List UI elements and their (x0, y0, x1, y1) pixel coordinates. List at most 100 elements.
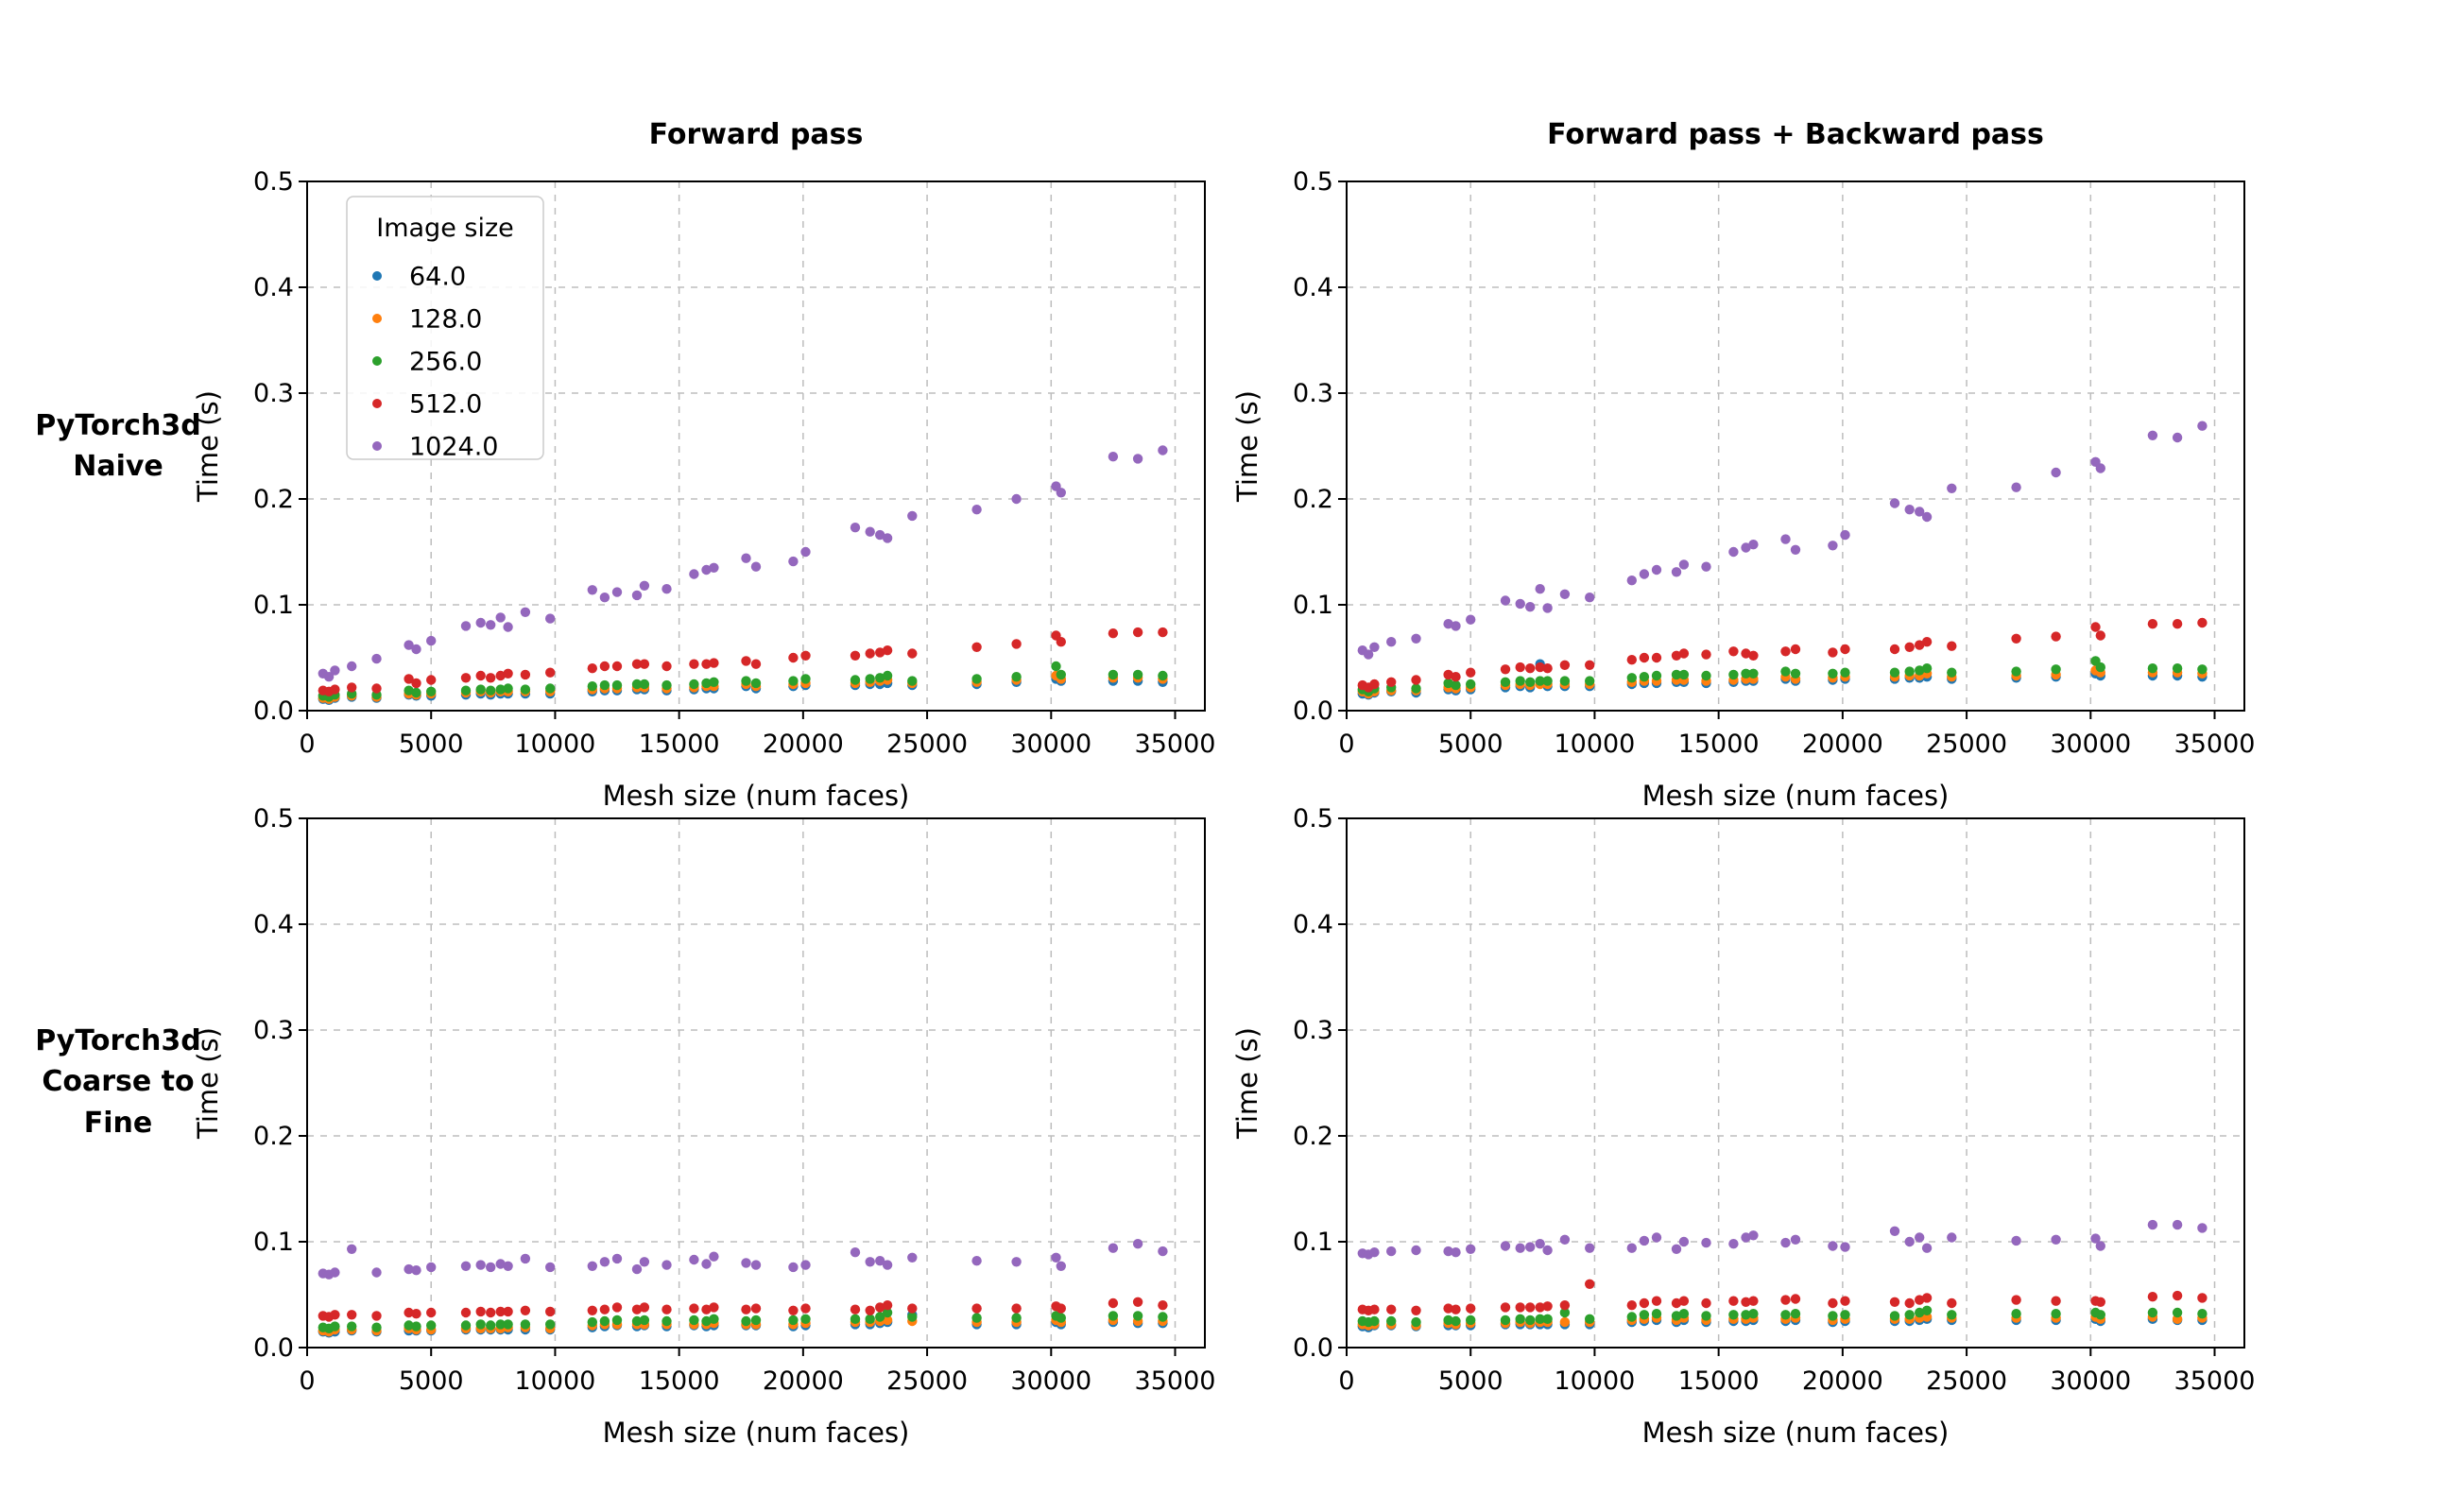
svg-text:0: 0 (299, 1366, 315, 1396)
svg-text:0.3: 0.3 (253, 379, 294, 408)
svg-text:0.4: 0.4 (253, 273, 294, 302)
svg-text:0.1: 0.1 (1293, 1228, 1333, 1257)
svg-text:0.0: 0.0 (1293, 1333, 1333, 1363)
svg-text:10000: 10000 (1554, 730, 1635, 759)
svg-text:15000: 15000 (639, 1366, 720, 1396)
svg-text:5000: 5000 (399, 730, 464, 759)
row-label-pytorch3d-naive: PyTorch3d Naive (35, 408, 201, 484)
legend-title: Image size (376, 214, 514, 243)
svg-text:0.1: 0.1 (253, 591, 294, 620)
series-256.0 (1357, 1305, 2208, 1328)
series-512.0 (1357, 1279, 2208, 1315)
plot-border (1346, 817, 2245, 1349)
series-1024.0 (318, 445, 1168, 682)
chart-title: Forward pass (649, 118, 864, 151)
svg-text:25000: 25000 (886, 730, 968, 759)
svg-text:15000: 15000 (1678, 730, 1760, 759)
svg-text:10000: 10000 (514, 1366, 595, 1396)
svg-text:0.5: 0.5 (253, 167, 294, 197)
svg-text:15000: 15000 (639, 730, 720, 759)
gridlines (1347, 818, 2244, 1348)
svg-text:0.2: 0.2 (253, 1122, 294, 1151)
svg-text:35000: 35000 (2174, 1366, 2256, 1396)
legend-label-512.0: 512.0 (409, 390, 482, 420)
y-axis: 0.0 0.1 0.2 0.3 0.4 0.5 (253, 804, 307, 1363)
svg-text:0: 0 (1338, 730, 1354, 759)
chart-svg: 0 5000 10000 15000 20000 25000 30000 350000.00.… (192, 804, 1215, 1449)
gridlines (1347, 181, 2244, 711)
row-label-pytorch3d-coarse-to-fine: PyTorch3d Coarse to Fine (35, 1023, 201, 1140)
y-axis-label: Time (s) (192, 1027, 224, 1140)
svg-text:5000: 5000 (1438, 730, 1503, 759)
svg-text:0.5: 0.5 (1293, 167, 1333, 197)
svg-text:5000: 5000 (1438, 1366, 1503, 1396)
svg-text:0.3: 0.3 (1293, 1016, 1333, 1045)
svg-text:0.3: 0.3 (1293, 379, 1333, 408)
svg-text:0: 0 (1338, 1366, 1354, 1396)
subplot-naive-forward-backward: 0 5000 10000 15000 20000 25000 30000 35000 0.0 0.… (1205, 101, 2301, 833)
svg-text:0.5: 0.5 (253, 804, 294, 833)
svg-text:25000: 25000 (1926, 730, 2007, 759)
legend-label-256.0: 256.0 (409, 348, 482, 377)
series-1024.0 (318, 1239, 1168, 1280)
subplot-naive-forward: 0 5000 10000 15000 20000 25000 30000 35000 0.0 0.… (165, 101, 1262, 833)
y-axis-label: Time (s) (192, 390, 224, 503)
y-axis: 0.0 0.1 0.2 0.3 0.4 0.5 (1293, 167, 1347, 726)
chart-svg: 0 5000 10000 15000 20000 25000 30000 35000 0.00.… (1231, 118, 2255, 812)
x-axis-label: Mesh size (num faces) (603, 1417, 910, 1449)
legend-marker-1024.0 (372, 441, 382, 451)
series-256.0 (1357, 656, 2208, 696)
svg-text:0.2: 0.2 (1293, 1122, 1333, 1151)
series-256.0 (318, 1307, 1168, 1333)
svg-text:20000: 20000 (763, 730, 844, 759)
y-axis-label: Time (s) (1231, 390, 1263, 503)
chart-svg: 0 5000 10000 15000 20000 25000 30000 350000.00.… (1231, 804, 2255, 1449)
svg-text:35000: 35000 (2174, 730, 2256, 759)
svg-text:0.3: 0.3 (253, 1016, 294, 1045)
svg-text:15000: 15000 (1678, 1366, 1760, 1396)
x-axis-label: Mesh size (num faces) (603, 780, 910, 812)
svg-text:10000: 10000 (1554, 1366, 1635, 1396)
svg-text:20000: 20000 (1802, 730, 1883, 759)
series-128.0 (318, 670, 1168, 704)
svg-text:0.1: 0.1 (1293, 591, 1333, 620)
y-axis: 0.0 0.1 0.2 0.3 0.4 0.5 (253, 167, 307, 726)
svg-text:0.0: 0.0 (253, 1333, 294, 1363)
svg-text:25000: 25000 (886, 1366, 968, 1396)
legend-marker-256.0 (372, 356, 382, 366)
legend-marker-64.0 (372, 271, 382, 281)
svg-text:30000: 30000 (2050, 1366, 2131, 1396)
x-axis: 0 5000 10000 15000 20000 25000 30000 35000 (299, 1348, 1215, 1396)
x-axis: 0 5000 10000 15000 20000 25000 30000 35000 (1338, 1348, 2255, 1396)
svg-text:0.4: 0.4 (253, 910, 294, 939)
svg-text:10000: 10000 (514, 730, 595, 759)
legend-marker-128.0 (372, 314, 382, 323)
svg-text:20000: 20000 (1802, 1366, 1883, 1396)
series-512.0 (1357, 617, 2208, 693)
x-axis-label: Mesh size (num faces) (1642, 1417, 1950, 1449)
svg-text:30000: 30000 (1010, 1366, 1091, 1396)
chart-title: Forward pass + Backward pass (1547, 118, 2044, 151)
svg-text:0: 0 (299, 730, 315, 759)
series-1024.0 (1357, 421, 2208, 660)
legend-label-64.0: 64.0 (409, 263, 466, 292)
legend-label-128.0: 128.0 (409, 305, 482, 335)
subplot-coarse-forward-backward: 0 5000 10000 15000 20000 25000 30000 35000 0.0 0.… (1205, 738, 2301, 1469)
legend: Image size 64.0 128.0 256.0 512.0 1024.0 (346, 196, 544, 462)
svg-text:30000: 30000 (1010, 730, 1091, 759)
svg-text:0.2: 0.2 (253, 485, 294, 514)
svg-text:30000: 30000 (2050, 730, 2131, 759)
svg-text:0.1: 0.1 (253, 1228, 294, 1257)
svg-text:0.4: 0.4 (1293, 910, 1333, 939)
svg-text:0.5: 0.5 (1293, 804, 1333, 833)
chart-svg: 0 5000 10000 15000 20000 25000 30000 350000.00.… (192, 118, 1215, 812)
series-1024.0 (1357, 1219, 2208, 1260)
legend-label-1024.0: 1024.0 (409, 433, 498, 462)
svg-text:0.0: 0.0 (253, 696, 294, 726)
plot-border (306, 180, 1206, 712)
x-axis: 0 5000 10000 15000 20000 25000 30000 35000 (299, 711, 1215, 759)
series-512.0 (318, 1297, 1168, 1322)
x-axis: 0 5000 10000 15000 20000 25000 30000 35000 (1338, 711, 2255, 759)
series-512.0 (318, 627, 1168, 696)
